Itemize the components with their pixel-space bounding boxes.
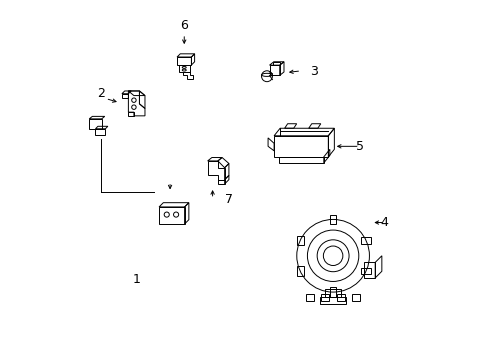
Bar: [361, 237, 370, 244]
Text: 2: 2: [97, 87, 104, 100]
Bar: [329, 287, 336, 297]
Text: 7: 7: [224, 193, 232, 206]
Bar: [296, 266, 303, 276]
Bar: [329, 215, 336, 224]
Bar: [296, 235, 303, 245]
Bar: [361, 268, 370, 274]
Text: 3: 3: [309, 66, 317, 78]
Text: 1: 1: [132, 273, 140, 286]
Text: 6: 6: [180, 19, 188, 32]
Text: 4: 4: [380, 216, 387, 229]
Text: 5: 5: [355, 140, 363, 153]
